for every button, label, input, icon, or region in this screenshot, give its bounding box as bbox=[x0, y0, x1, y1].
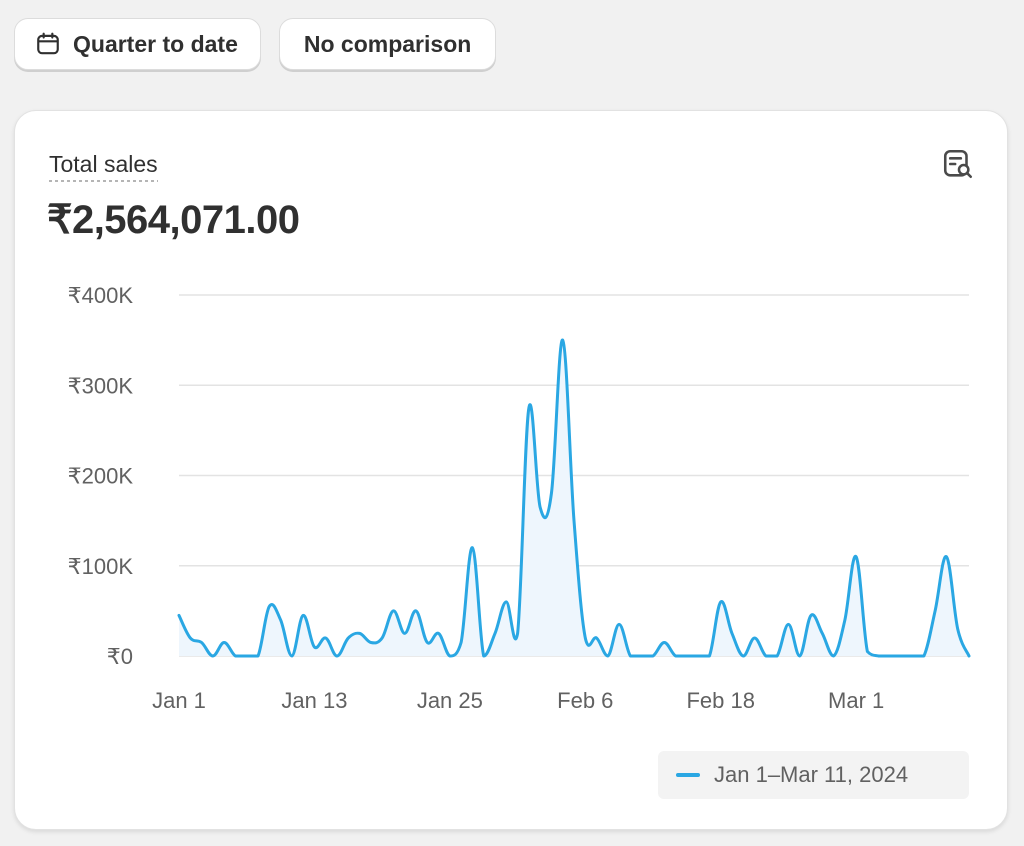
date-range-button[interactable]: Quarter to date bbox=[14, 18, 261, 70]
metric-value: ₹2,564,071.00 bbox=[47, 198, 300, 242]
chart-legend[interactable]: Jan 1–Mar 11, 2024 bbox=[658, 751, 969, 799]
x-tick-label: Feb 6 bbox=[557, 688, 613, 713]
x-tick-label: Feb 18 bbox=[686, 688, 755, 713]
date-range-label: Quarter to date bbox=[73, 30, 238, 57]
x-tick-label: Jan 25 bbox=[417, 688, 483, 713]
y-tick-label: ₹0 bbox=[107, 644, 133, 669]
comparison-label: No comparison bbox=[303, 30, 472, 57]
y-tick-label: ₹200K bbox=[68, 464, 134, 489]
x-tick-label: Jan 1 bbox=[152, 688, 206, 713]
calendar-icon bbox=[37, 32, 59, 55]
y-tick-label: ₹400K bbox=[68, 283, 134, 308]
total-sales-card: ₹0 ₹100K ₹200K ₹300K ₹400K Jan 1 Jan 13 Jan 25 F… bbox=[14, 110, 1008, 830]
series-area bbox=[179, 339, 969, 656]
y-tick-label: ₹300K bbox=[68, 373, 134, 398]
legend-swatch bbox=[676, 773, 700, 777]
x-tick-label: Mar 1 bbox=[828, 688, 884, 713]
toolbar: Quarter to date No comparison bbox=[14, 18, 497, 70]
x-tick-label: Jan 13 bbox=[281, 688, 347, 713]
metric-title[interactable]: Total sales bbox=[49, 151, 158, 182]
comparison-button[interactable]: No comparison bbox=[278, 18, 497, 70]
sales-line-chart: ₹0 ₹100K ₹200K ₹300K ₹400K Jan 1 Jan 13 Jan 25 F… bbox=[68, 283, 971, 713]
series-line bbox=[177, 338, 971, 658]
chart-search-icon[interactable] bbox=[941, 147, 975, 181]
y-tick-label: ₹100K bbox=[68, 554, 134, 579]
legend-label: Jan 1–Mar 11, 2024 bbox=[714, 762, 909, 787]
